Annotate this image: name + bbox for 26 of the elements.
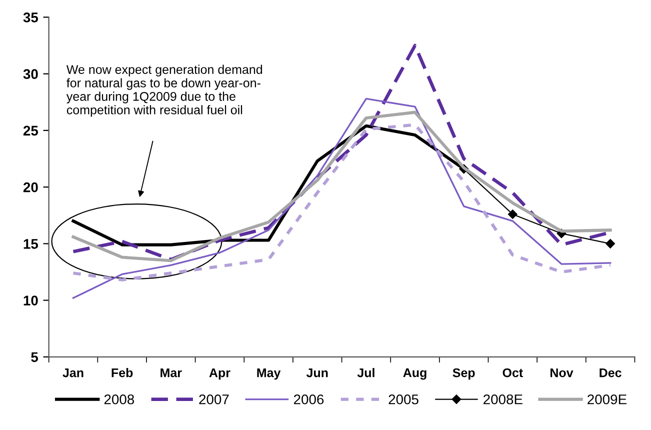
legend-label: 2005 — [388, 394, 418, 404]
legend-label: 2008E — [484, 394, 522, 404]
annotation: We now expect generation demand for natural gas to be down year-on- year during 1Q2009 due to the competition with residual fuel oil — [66, 64, 262, 117]
x-tick-label: Apr — [209, 368, 230, 380]
x-tick-label: Oct — [502, 368, 523, 378]
legend-label: 2006 — [294, 394, 324, 404]
x-tick-label: Sep — [452, 368, 475, 380]
y-tick-label: 35 — [23, 12, 38, 22]
x-tick-label: May — [257, 368, 281, 380]
y-tick-label: 20 — [23, 182, 38, 192]
x-tick-label: Jan — [62, 368, 84, 378]
y-tick-label: 10 — [24, 296, 38, 306]
y-tick-label: 30 — [23, 69, 38, 80]
legend-label: 2007 — [199, 394, 229, 404]
x-tick-label: Mar — [160, 368, 182, 378]
y-tick-label: 5 — [31, 352, 38, 362]
x-tick-label: Feb — [112, 368, 133, 378]
x-tick-label: Dec — [600, 368, 622, 378]
legend-label: 2008 — [104, 394, 134, 404]
y-tick-label: 15 — [24, 239, 38, 249]
y-tick-label: 25 — [23, 126, 38, 136]
x-tick-label: Aug — [403, 368, 426, 380]
x-tick-label: Jun — [306, 368, 328, 378]
x-tick-label: Jul — [357, 368, 374, 378]
x-tick-label: Nov — [550, 368, 574, 378]
legend-label: 2009E — [588, 394, 626, 404]
